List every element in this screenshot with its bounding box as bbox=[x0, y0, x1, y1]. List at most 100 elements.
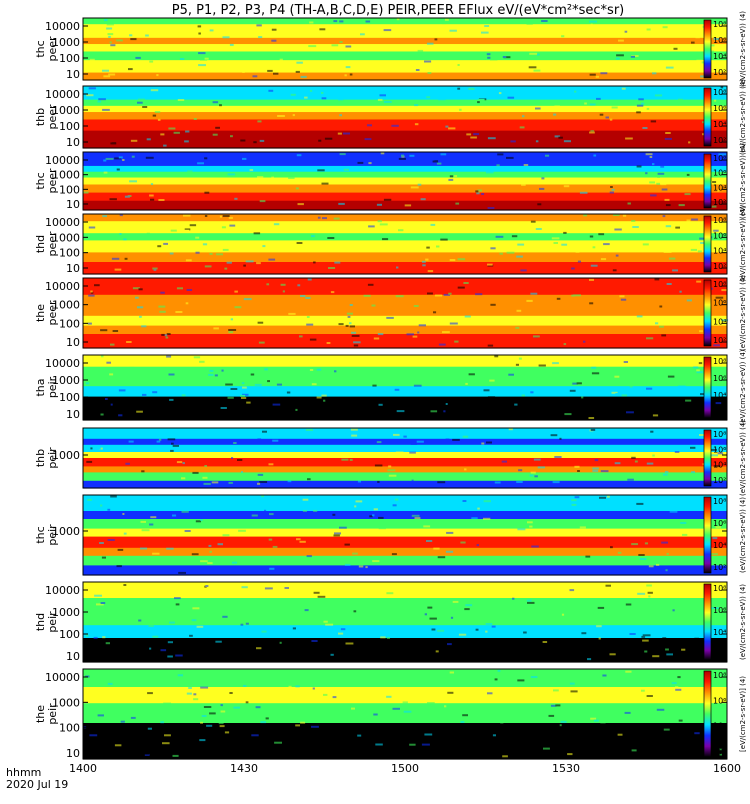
texture-speck bbox=[260, 721, 267, 724]
texture-speck bbox=[430, 410, 438, 413]
texture-speck bbox=[426, 540, 433, 542]
panel-label-top: thb bbox=[34, 449, 47, 467]
texture-speck bbox=[686, 299, 692, 302]
texture-speck bbox=[699, 237, 707, 240]
texture-speck bbox=[431, 628, 436, 631]
texture-speck bbox=[219, 104, 222, 107]
colorbar-tick-label: 10⁸ bbox=[713, 280, 726, 289]
texture-speck bbox=[587, 658, 592, 661]
texture-speck bbox=[613, 214, 620, 216]
texture-speck bbox=[481, 442, 485, 445]
texture-speck bbox=[593, 154, 597, 157]
texture-speck bbox=[241, 382, 245, 385]
texture-speck bbox=[678, 204, 685, 207]
texture-speck bbox=[185, 302, 189, 305]
texture-speck bbox=[607, 441, 611, 444]
y-tick-label: 100 bbox=[59, 317, 80, 330]
spectrum-band bbox=[83, 452, 727, 459]
texture-speck bbox=[107, 508, 111, 511]
texture-speck bbox=[135, 296, 139, 299]
spectrum-band bbox=[83, 687, 727, 704]
texture-speck bbox=[589, 131, 595, 134]
texture-speck bbox=[386, 695, 392, 698]
x-tick-label: 1400 bbox=[69, 762, 97, 775]
texture-speck bbox=[613, 409, 617, 412]
colorbar-tick-label: 10⁶ bbox=[713, 374, 726, 383]
texture-speck bbox=[379, 94, 386, 97]
spectrum-band bbox=[83, 130, 727, 149]
texture-speck bbox=[213, 327, 219, 330]
texture-speck bbox=[694, 637, 699, 640]
texture-speck bbox=[246, 401, 251, 404]
texture-speck bbox=[163, 702, 171, 705]
texture-speck bbox=[211, 481, 219, 484]
spectrum-band bbox=[83, 638, 727, 663]
y-tick-label: 10000 bbox=[45, 154, 80, 167]
texture-speck bbox=[710, 287, 713, 290]
texture-speck bbox=[168, 373, 175, 376]
texture-speck bbox=[182, 462, 185, 465]
texture-speck bbox=[272, 545, 278, 548]
texture-speck bbox=[636, 315, 643, 318]
texture-speck bbox=[672, 609, 675, 612]
texture-speck bbox=[550, 434, 558, 437]
texture-speck bbox=[402, 701, 408, 704]
texture-speck bbox=[713, 38, 720, 40]
texture-speck bbox=[642, 127, 648, 129]
texture-speck bbox=[321, 394, 327, 397]
texture-speck bbox=[632, 226, 639, 228]
texture-speck bbox=[599, 496, 606, 499]
texture-speck bbox=[559, 724, 562, 727]
texture-speck bbox=[636, 502, 644, 505]
texture-speck bbox=[471, 358, 476, 361]
texture-speck bbox=[340, 628, 346, 631]
texture-speck bbox=[575, 250, 580, 253]
texture-speck bbox=[487, 396, 496, 399]
texture-speck bbox=[215, 126, 220, 129]
texture-speck bbox=[599, 113, 604, 116]
texture-speck bbox=[334, 370, 337, 373]
texture-speck bbox=[664, 439, 671, 442]
texture-speck bbox=[83, 191, 89, 194]
texture-speck bbox=[304, 609, 309, 612]
texture-speck bbox=[665, 66, 674, 69]
texture-speck bbox=[591, 742, 596, 745]
y-tick-label: 100 bbox=[59, 722, 80, 735]
texture-speck bbox=[268, 463, 274, 466]
texture-speck bbox=[168, 127, 176, 130]
texture-speck bbox=[204, 465, 207, 467]
texture-speck bbox=[371, 617, 376, 620]
texture-speck bbox=[259, 200, 266, 203]
texture-speck bbox=[229, 43, 234, 46]
texture-speck bbox=[602, 674, 607, 677]
texture-speck bbox=[720, 86, 724, 89]
texture-speck bbox=[202, 243, 208, 246]
texture-speck bbox=[550, 704, 557, 707]
texture-speck bbox=[717, 594, 722, 597]
texture-speck bbox=[350, 428, 358, 431]
texture-speck bbox=[487, 56, 491, 59]
colorbar-label: (eV/(cm2-s-sr-eV)) (4) bbox=[739, 79, 747, 155]
texture-speck bbox=[486, 441, 492, 444]
texture-speck bbox=[341, 458, 349, 461]
spectrum-band bbox=[83, 428, 727, 440]
texture-speck bbox=[262, 245, 266, 248]
texture-speck bbox=[486, 53, 491, 56]
spectrum-band bbox=[83, 511, 727, 520]
texture-speck bbox=[415, 27, 422, 30]
texture-speck bbox=[107, 539, 115, 541]
texture-speck bbox=[678, 385, 686, 388]
texture-speck bbox=[103, 75, 111, 78]
spectrum-band bbox=[83, 444, 727, 453]
texture-speck bbox=[253, 232, 261, 235]
texture-speck bbox=[487, 344, 494, 347]
texture-speck bbox=[561, 243, 568, 246]
texture-speck bbox=[299, 335, 303, 338]
texture-speck bbox=[296, 61, 303, 64]
texture-speck bbox=[338, 632, 344, 635]
texture-speck bbox=[678, 98, 683, 101]
texture-speck bbox=[517, 679, 525, 682]
texture-speck bbox=[675, 686, 679, 689]
texture-speck bbox=[471, 517, 478, 520]
texture-speck bbox=[464, 608, 470, 611]
